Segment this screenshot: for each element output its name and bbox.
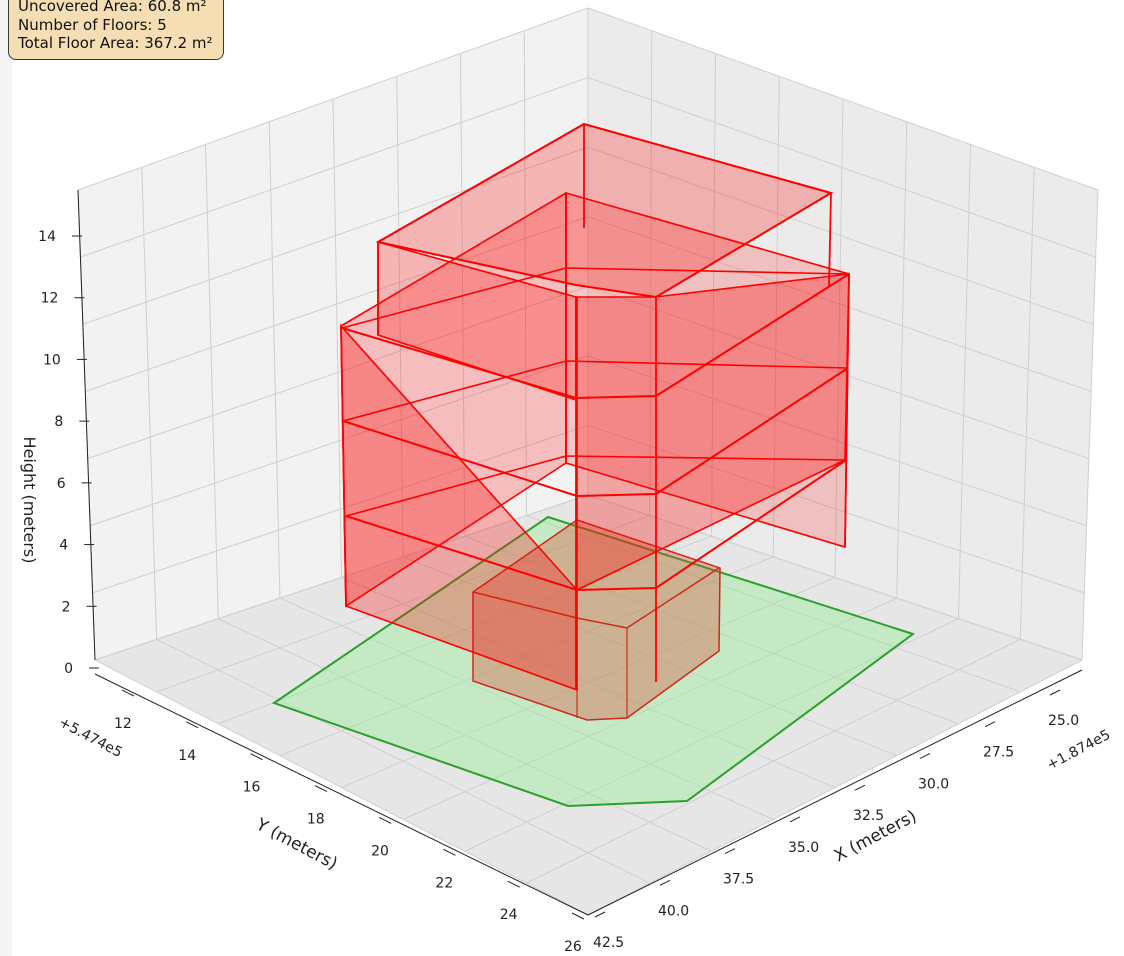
y-tick-22: 22 xyxy=(435,875,453,891)
y-tick-20: 20 xyxy=(371,843,389,859)
tower-edge-3 xyxy=(844,273,850,548)
x-tick-40.0: 40.0 xyxy=(658,903,689,919)
floor-pane xyxy=(95,495,1082,915)
x-tick-30.0: 30.0 xyxy=(918,776,949,792)
z-tick-12: 12 xyxy=(41,291,59,307)
right-back-pane xyxy=(588,8,1098,660)
z-tick-6: 6 xyxy=(57,476,66,492)
tower-right-face xyxy=(576,273,850,592)
z-axis-label: Height (meters) xyxy=(20,437,39,564)
y-axis-label: Y (meters) xyxy=(252,814,341,874)
floor-slab-2 xyxy=(342,367,849,498)
tick-labels: 02468101214121416182022242625.027.530.03… xyxy=(38,229,1079,955)
floor-slab-3 xyxy=(341,273,850,400)
grid-lines xyxy=(77,7,1099,916)
info-box: Uncovered Area: 60.8 m² Number of Floors… xyxy=(8,0,224,60)
y-tick-16: 16 xyxy=(243,780,261,796)
z-tick-10: 10 xyxy=(43,352,61,368)
figure-left-strip xyxy=(0,0,12,956)
x-tick-35.0: 35.0 xyxy=(788,840,819,856)
ground-floor-block xyxy=(472,519,721,721)
axes xyxy=(77,189,1083,916)
x-offset-label: +1.874e5 xyxy=(1044,727,1113,774)
x-tick-32.5: 32.5 xyxy=(853,808,884,824)
y-tick-26: 26 xyxy=(564,939,582,955)
roof-outline xyxy=(377,122,834,299)
x-tick-25.0: 25.0 xyxy=(1048,713,1079,729)
x-tick-42.5: 42.5 xyxy=(593,935,624,951)
floor-slab-1 xyxy=(345,459,847,592)
y-tick-12: 12 xyxy=(114,716,132,732)
x-tick-27.5: 27.5 xyxy=(983,745,1014,761)
uncovered-area-text: Uncovered Area: 60.8 m² xyxy=(18,0,207,15)
building-floors xyxy=(340,122,850,721)
z-tick-2: 2 xyxy=(62,599,71,615)
z-tick-14: 14 xyxy=(38,229,56,245)
z-tick-8: 8 xyxy=(54,414,63,430)
y-tick-24: 24 xyxy=(500,907,518,923)
left-back-pane xyxy=(78,8,588,660)
tower-edge-7 xyxy=(828,192,832,288)
floor-count-text: Number of Floors: 5 xyxy=(18,15,167,34)
y-tick-18: 18 xyxy=(307,812,325,828)
z-tick-4: 4 xyxy=(59,538,68,554)
lot-polygon xyxy=(271,515,916,808)
y-tick-14: 14 xyxy=(178,748,196,764)
tower-edge-0 xyxy=(340,325,347,607)
lot-outline xyxy=(271,515,916,808)
z-tick-0: 0 xyxy=(64,661,73,677)
x-tick-37.5: 37.5 xyxy=(723,872,754,888)
total-floor-area-text: Total Floor Area: 367.2 m² xyxy=(18,34,213,52)
